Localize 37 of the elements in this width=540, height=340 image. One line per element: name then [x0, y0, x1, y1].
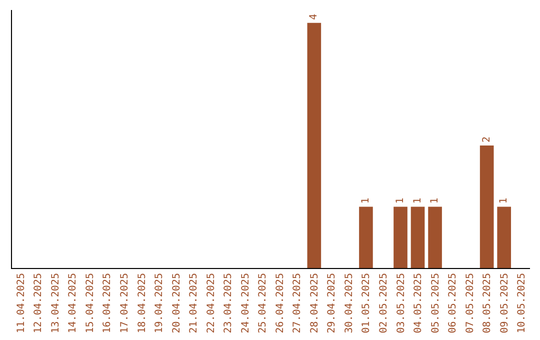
x-tick-label: 25.04.2025: [258, 273, 269, 334]
x-tick-label: 29.04.2025: [326, 273, 338, 334]
x-tick-label: 21.04.2025: [188, 273, 200, 334]
x-tick-label: 13.04.2025: [50, 273, 62, 334]
data-label: 1: [412, 198, 424, 204]
x-tick-label: 16.04.2025: [102, 273, 114, 334]
data-label: 1: [360, 198, 372, 204]
x-tick-label: 03.05.2025: [396, 273, 407, 334]
x-tick-label: 14.04.2025: [68, 273, 79, 334]
x-tick-label: 02.05.2025: [378, 273, 390, 334]
x-tick-label: 12.04.2025: [33, 273, 44, 334]
x-tick-label: 19.04.2025: [154, 273, 166, 334]
x-tick-label: 22.04.2025: [206, 273, 217, 334]
x-tick-label: 10.05.2025: [516, 273, 528, 334]
x-tick-label: 24.04.2025: [240, 273, 252, 334]
x-tick-label: 30.04.2025: [344, 273, 355, 334]
x-tick-label: 15.04.2025: [84, 273, 96, 334]
data-label: 1: [395, 198, 406, 204]
data-label: 1: [498, 198, 510, 204]
x-tick-label: 26.04.2025: [274, 273, 286, 334]
data-label: 4: [308, 14, 320, 20]
x-tick-label: 04.05.2025: [413, 273, 424, 334]
x-tick-label: 08.05.2025: [482, 273, 494, 334]
data-label: 2: [481, 136, 492, 142]
x-tick-label: 23.04.2025: [223, 273, 234, 334]
x-tick-label: 18.04.2025: [136, 273, 148, 334]
x-tick-label: 17.04.2025: [119, 273, 130, 334]
x-tick-label: 07.05.2025: [464, 273, 476, 334]
data-label: 1: [430, 198, 441, 204]
x-tick-label: 05.05.2025: [430, 273, 442, 334]
x-tick-label: 20.04.2025: [171, 273, 182, 334]
x-tick-label: 06.05.2025: [448, 273, 459, 334]
x-tick-label: 11.04.2025: [16, 273, 27, 334]
x-tick-label: 09.05.2025: [499, 273, 510, 334]
x-tick-label: 27.04.2025: [292, 273, 304, 334]
x-tick-label: 28.04.2025: [309, 273, 320, 334]
x-tick-label: 01.05.2025: [361, 273, 372, 334]
